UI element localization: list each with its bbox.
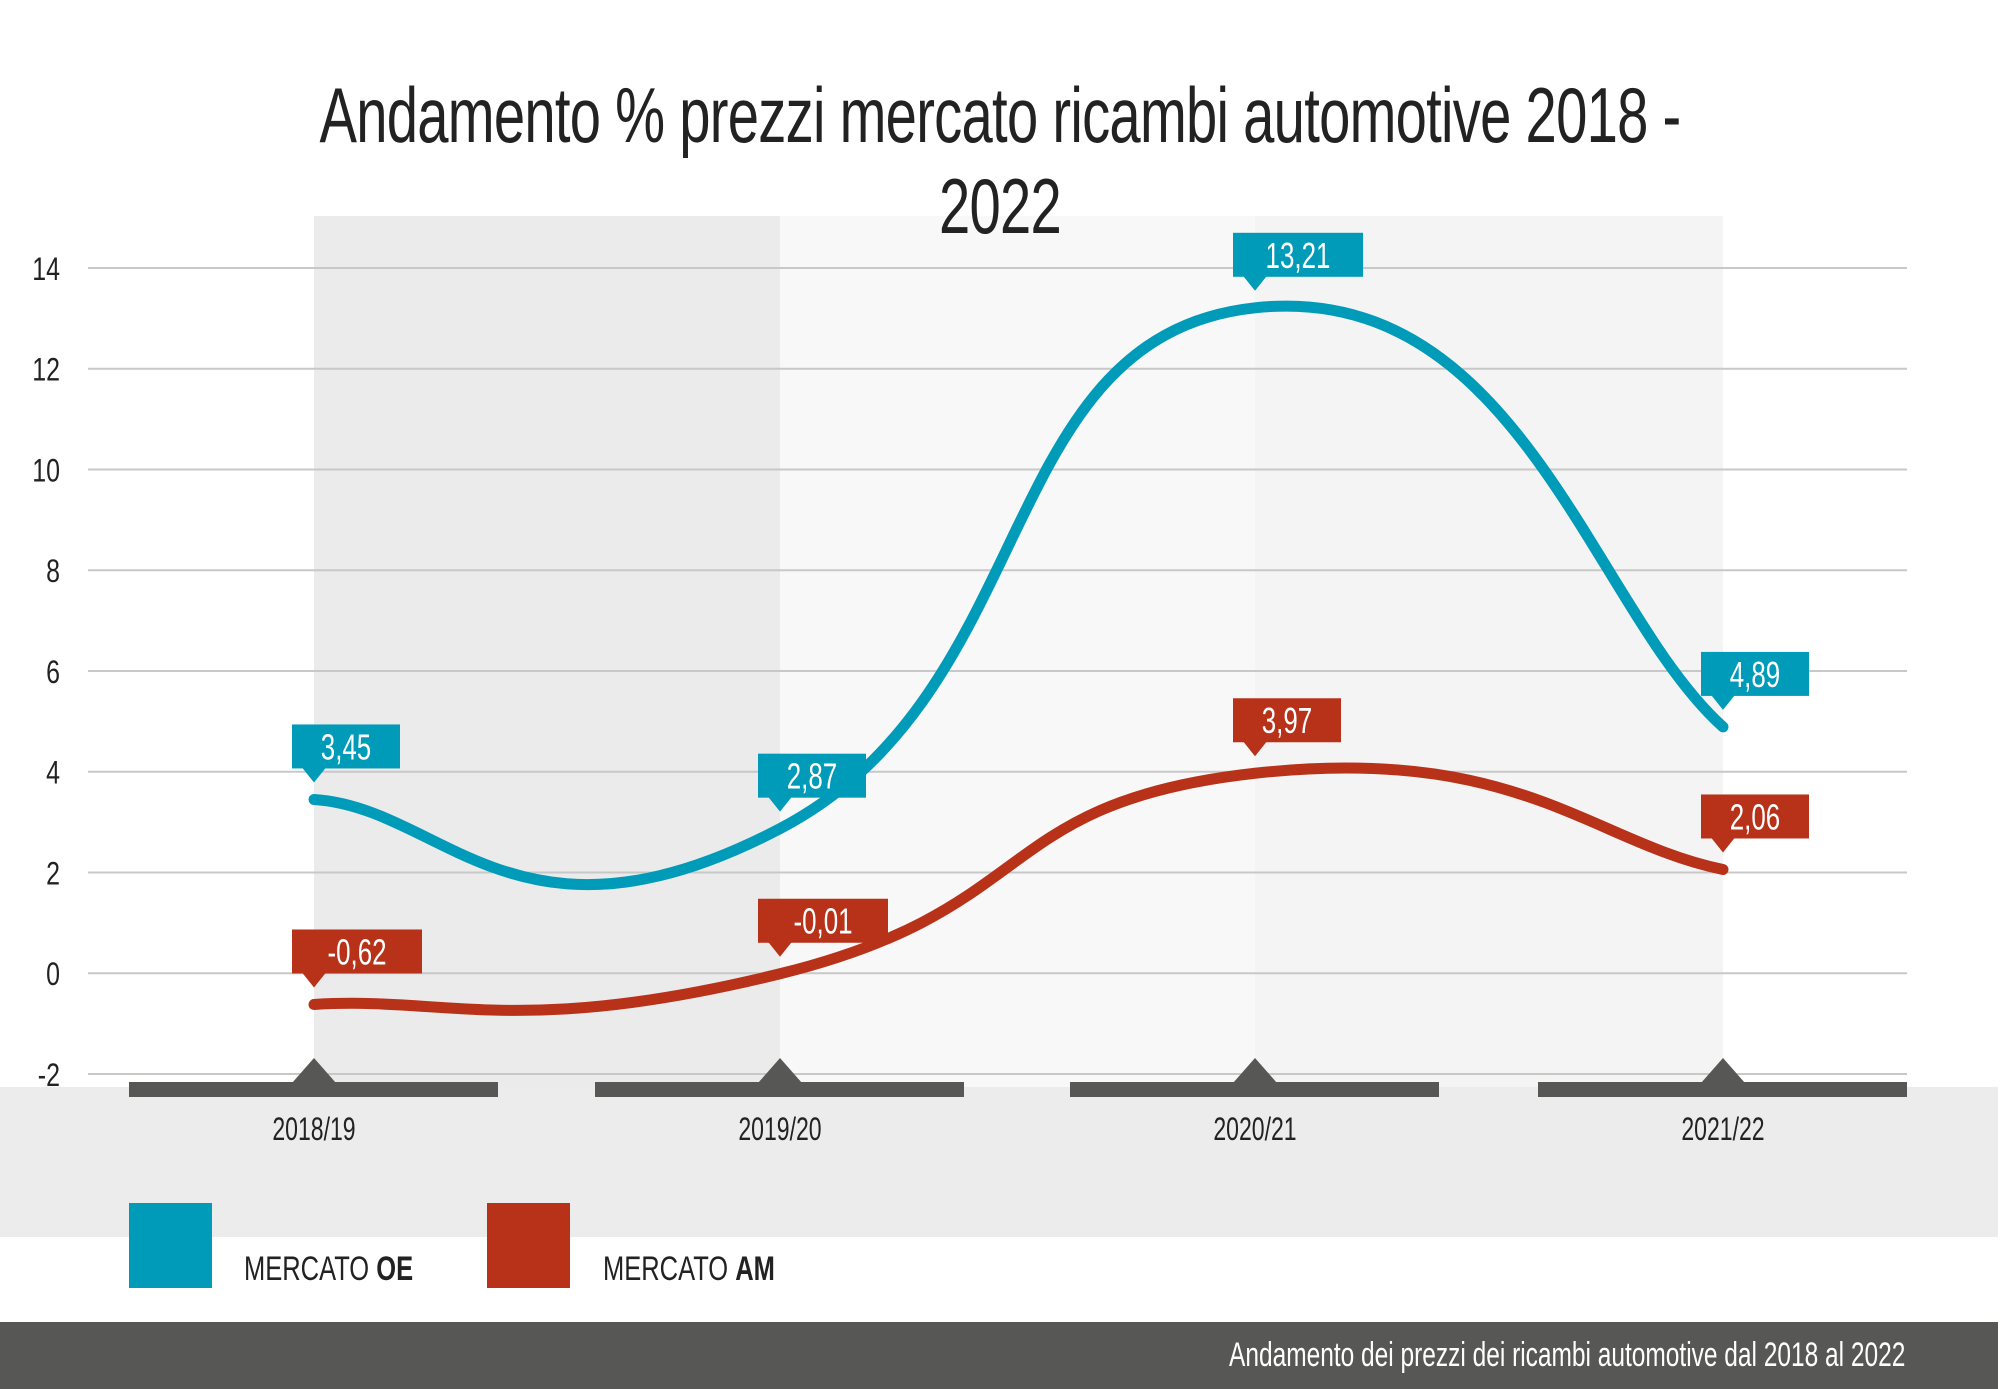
data-label-pointer: [302, 972, 326, 988]
x-tick-label: 2021/22: [1681, 1111, 1764, 1147]
data-label-pointer: [768, 796, 792, 812]
data-label-oe: 13,21: [1233, 232, 1363, 291]
data-label-pointer: [1711, 837, 1735, 853]
data-label-am: -0,62: [292, 929, 422, 988]
x-axis-marker: [292, 1058, 336, 1083]
y-tick-label: 10: [32, 454, 60, 490]
x-axis-marker: [758, 1058, 802, 1083]
data-label-oe: 3,45: [292, 724, 400, 783]
footer-caption: Andamento dei prezzi dei ricambi automot…: [1228, 1336, 1905, 1374]
data-label-box: [758, 753, 866, 798]
data-label-text: 3,45: [321, 727, 371, 767]
x-tick-label: 2020/21: [1213, 1111, 1296, 1147]
data-label-pointer: [1711, 694, 1735, 710]
legend-label-am: MERCATO AM: [603, 1250, 775, 1289]
data-label-oe: 2,87: [758, 753, 866, 812]
footer-bar: Andamento dei prezzi dei ricambi automot…: [0, 1322, 1998, 1389]
legend-prefix: MERCATO: [603, 1250, 736, 1288]
legend-swatch-oe: [129, 1203, 212, 1288]
data-label-box: [292, 724, 400, 769]
data-label-am: -0,01: [758, 898, 888, 957]
legend-prefix: MERCATO: [244, 1250, 377, 1288]
data-label-am: 3,97: [1233, 698, 1341, 757]
x-tick-label: 2019/20: [738, 1111, 821, 1147]
legend-swatch-am: [487, 1203, 570, 1288]
y-tick-label: 0: [46, 957, 60, 993]
legend-bold: AM: [735, 1250, 775, 1288]
data-label-text: 4,89: [1730, 655, 1780, 695]
data-label-pointer: [768, 941, 792, 957]
data-label-text: 13,21: [1266, 236, 1331, 276]
data-label-box: [758, 898, 888, 943]
series-line-oe: [308, 300, 1729, 890]
data-label-am: 2,06: [1701, 794, 1809, 853]
x-axis-marker: [1701, 1058, 1745, 1083]
series-line-am: [308, 762, 1729, 1016]
data-label-pointer: [1243, 741, 1267, 757]
y-tick-label: 14: [32, 252, 60, 288]
y-tick-label: 6: [46, 655, 60, 691]
data-label-box: [1233, 698, 1341, 743]
x-axis-bar: [1070, 1082, 1439, 1097]
x-axis-bar: [1538, 1082, 1907, 1097]
x-axis-marker: [1233, 1058, 1277, 1083]
background-band: [1255, 216, 1723, 1087]
legend-bold: OE: [376, 1250, 414, 1288]
data-label-box: [1701, 651, 1809, 696]
y-tick-label: 4: [46, 756, 60, 792]
y-tick-label: -2: [38, 1058, 60, 1094]
chart-title: Andamento % prezzi mercato ricambi autom…: [319, 71, 1682, 250]
legend-label-oe: MERCATO OE: [244, 1250, 413, 1289]
data-label-text: 3,97: [1262, 701, 1312, 741]
data-label-text: -0,62: [327, 932, 386, 972]
data-label-text: 2,06: [1730, 797, 1780, 837]
data-label-oe: 4,89: [1701, 651, 1809, 710]
data-label-box: [292, 929, 422, 974]
x-axis-bar: [595, 1082, 964, 1097]
data-label-box: [1233, 232, 1363, 277]
x-tick-label: 2018/19: [272, 1111, 355, 1147]
x-axis-panel: [0, 1087, 1998, 1237]
data-label-pointer: [1243, 275, 1267, 291]
y-tick-label: 12: [32, 353, 60, 389]
y-tick-label: 8: [46, 554, 60, 590]
x-axis-bar: [129, 1082, 498, 1097]
data-label-box: [1701, 794, 1809, 839]
data-label-text: 2,87: [787, 757, 837, 797]
y-tick-label: 2: [46, 857, 60, 893]
data-label-pointer: [302, 767, 326, 783]
data-label-text: -0,01: [793, 902, 852, 942]
